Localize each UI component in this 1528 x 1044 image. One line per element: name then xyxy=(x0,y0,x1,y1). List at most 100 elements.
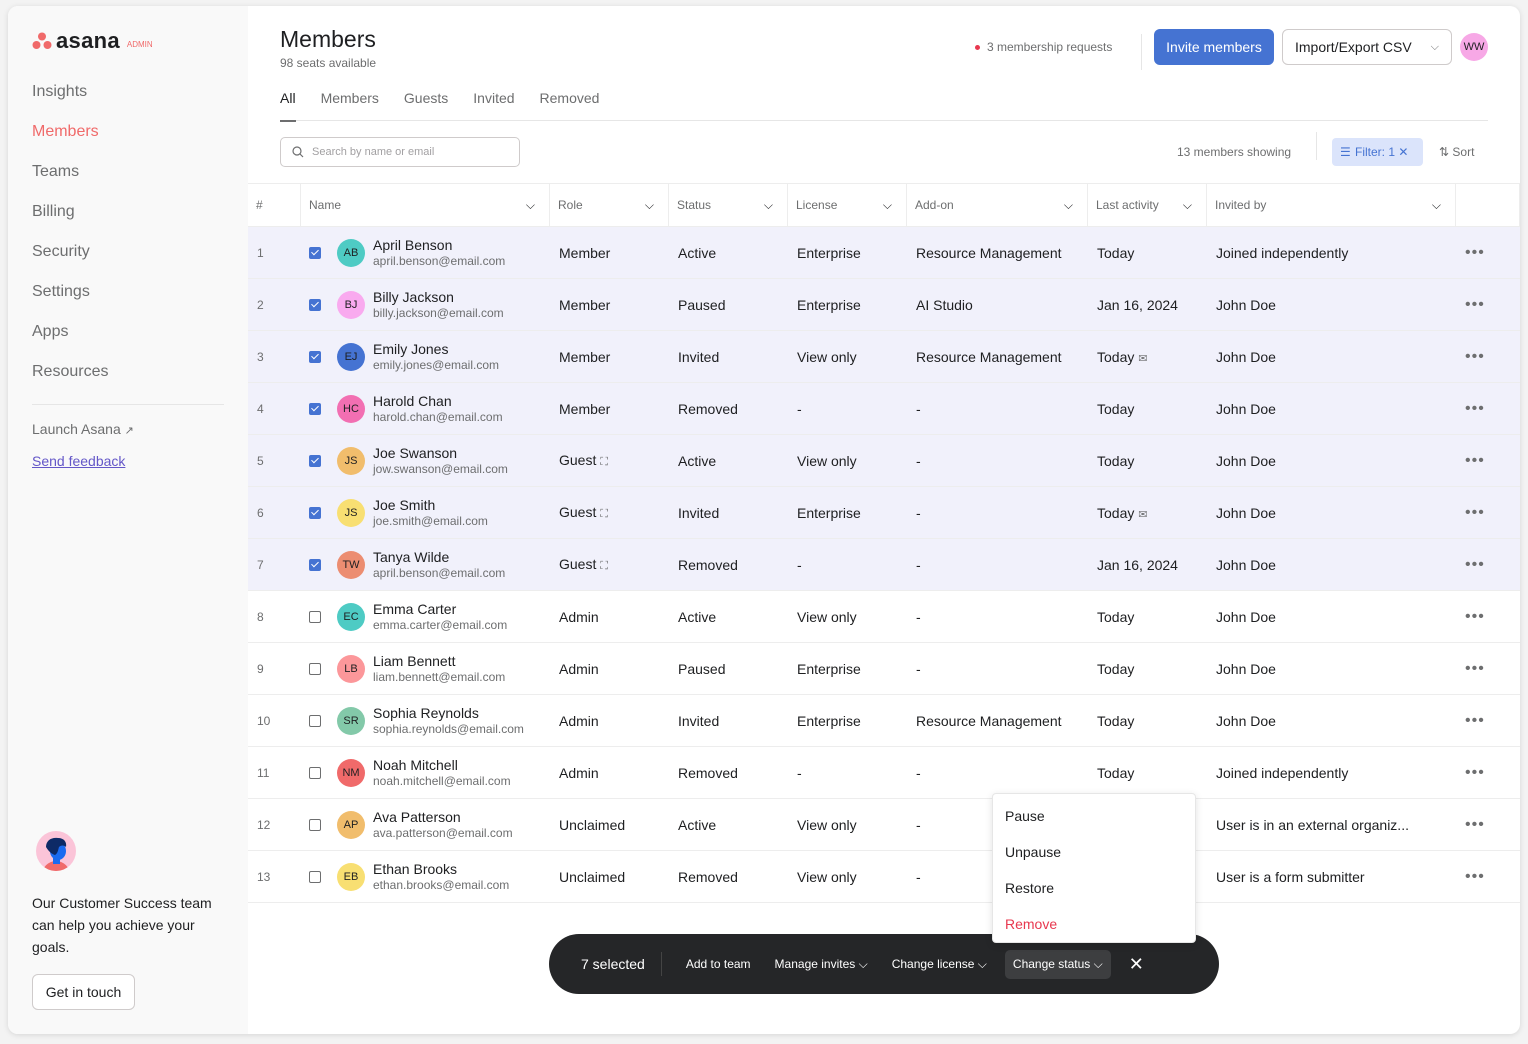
table-row[interactable]: 6 JS Joe Smith joe.smith@email.com Guest ⛶… xyxy=(248,487,1520,539)
import-export-csv-button[interactable]: Import/Export CSV ⌵ xyxy=(1282,29,1452,65)
sidebar-item-security[interactable]: Security xyxy=(32,243,90,260)
column-header[interactable]: Last activity ⌵ xyxy=(1088,184,1207,226)
row-checkbox[interactable] xyxy=(309,506,321,519)
table-row[interactable]: 13 EB Ethan Brooks ethan.brooks@email.com … xyxy=(248,851,1520,903)
more-options-icon[interactable]: ••• xyxy=(1465,347,1485,365)
more-options-icon[interactable]: ••• xyxy=(1465,711,1485,729)
sidebar-item-insights[interactable]: Insights xyxy=(32,83,88,100)
launch-asana-link[interactable]: Launch Asana ↗ xyxy=(32,421,134,437)
member-name[interactable]: Sophia Reynolds xyxy=(373,704,479,721)
table-row[interactable]: 2 BJ Billy Jackson billy.jackson@email.com… xyxy=(248,279,1520,331)
tab-members[interactable]: Members xyxy=(320,90,379,106)
table-row[interactable]: 3 EJ Emily Jones emily.jones@email.com Mem… xyxy=(248,331,1520,383)
row-checkbox[interactable] xyxy=(309,714,321,727)
column-header[interactable]: Name ⌵ xyxy=(301,184,550,226)
more-options-icon[interactable]: ••• xyxy=(1465,399,1485,417)
sidebar-item-members[interactable]: Members xyxy=(32,123,99,140)
table-row[interactable]: 10 SR Sophia Reynolds sophia.reynolds@emai… xyxy=(248,695,1520,747)
row-checkbox[interactable] xyxy=(309,766,321,779)
column-header[interactable]: Add-on ⌵ xyxy=(907,184,1088,226)
more-options-icon[interactable]: ••• xyxy=(1465,295,1485,313)
invite-members-button[interactable]: Invite members xyxy=(1154,29,1274,65)
chevron-down-icon[interactable]: ⌵ xyxy=(882,198,892,212)
close-icon[interactable]: ✕ xyxy=(1128,953,1144,974)
member-name[interactable]: Billy Jackson xyxy=(373,288,454,305)
member-name[interactable]: Emily Jones xyxy=(373,340,449,357)
member-name[interactable]: Harold Chan xyxy=(373,392,452,409)
row-checkbox[interactable] xyxy=(309,246,321,259)
sidebar-item-settings[interactable]: Settings xyxy=(32,283,90,300)
more-options-icon[interactable]: ••• xyxy=(1465,243,1485,261)
send-feedback-link[interactable]: Send feedback xyxy=(32,453,126,469)
more-options-icon[interactable]: ••• xyxy=(1465,763,1485,781)
clear-filter-icon[interactable]: ✕ xyxy=(1398,145,1409,159)
more-options-icon[interactable]: ••• xyxy=(1465,451,1485,469)
table-row[interactable]: 5 JS Joe Swanson jow.swanson@email.com Gue… xyxy=(248,435,1520,487)
chevron-down-icon[interactable]: ⌵ xyxy=(763,198,773,212)
column-header[interactable]: License ⌵ xyxy=(788,184,907,226)
more-options-icon[interactable]: ••• xyxy=(1465,815,1485,833)
tab-invited[interactable]: Invited xyxy=(473,90,515,106)
member-name[interactable]: Tanya Wilde xyxy=(373,548,450,565)
member-name[interactable]: Joe Smith xyxy=(373,496,436,513)
menu-item-restore[interactable]: Restore xyxy=(1005,880,1055,896)
get-in-touch-button[interactable]: Get in touch xyxy=(32,974,135,1010)
sidebar-item-resources[interactable]: Resources xyxy=(32,363,109,380)
more-options-icon[interactable]: ••• xyxy=(1465,867,1485,885)
chevron-down-icon[interactable]: ⌵ xyxy=(1063,198,1073,212)
more-options-icon[interactable]: ••• xyxy=(1465,607,1485,625)
row-checkbox[interactable] xyxy=(309,870,321,883)
row-checkbox[interactable] xyxy=(309,818,321,831)
sidebar-item-billing[interactable]: Billing xyxy=(32,203,75,220)
menu-item-remove[interactable]: Remove xyxy=(1005,916,1058,932)
column-header[interactable]: Invited by ⌵ xyxy=(1207,184,1456,226)
sidebar-item-teams[interactable]: Teams xyxy=(32,163,80,180)
table-row[interactable]: 8 EC Emma Carter emma.carter@email.com Adm… xyxy=(248,591,1520,643)
user-avatar[interactable]: WW xyxy=(1460,33,1488,61)
table-row[interactable]: 7 TW Tanya Wilde april.benson@email.com Gu… xyxy=(248,539,1520,591)
tab-removed[interactable]: Removed xyxy=(539,90,600,106)
tab-guests[interactable]: Guests xyxy=(403,90,449,106)
more-options-icon[interactable]: ••• xyxy=(1465,503,1485,521)
table-row[interactable]: 11 NM Noah Mitchell noah.mitchell@email.co… xyxy=(248,747,1520,799)
chevron-down-icon[interactable]: ⌵ xyxy=(1431,198,1441,212)
asana-logo[interactable]: asana ADMIN xyxy=(32,28,153,54)
row-checkbox[interactable] xyxy=(309,402,321,415)
member-name[interactable]: Noah Mitchell xyxy=(373,756,458,773)
row-checkbox[interactable] xyxy=(309,454,321,467)
change-license-button[interactable]: Change license ⌵ xyxy=(892,957,987,972)
menu-item-unpause[interactable]: Unpause xyxy=(1005,844,1062,860)
member-name[interactable]: April Benson xyxy=(373,236,453,253)
chevron-down-icon[interactable]: ⌵ xyxy=(525,198,535,212)
add-to-team-button[interactable]: Add to team xyxy=(685,957,751,971)
more-options-icon[interactable]: ••• xyxy=(1465,555,1485,573)
member-name[interactable]: Ava Patterson xyxy=(373,808,461,825)
sort-button[interactable]: ⇅ Sort xyxy=(1439,145,1474,159)
menu-item-pause[interactable]: Pause xyxy=(1005,808,1045,824)
chevron-down-icon[interactable]: ⌵ xyxy=(644,198,654,212)
chevron-down-icon[interactable]: ⌵ xyxy=(1182,198,1192,212)
filter-button[interactable]: ☰ Filter: 1 ✕ xyxy=(1332,138,1423,166)
row-checkbox[interactable] xyxy=(309,610,321,623)
table-row[interactable]: 1 AB April Benson april.benson@email.com M… xyxy=(248,227,1520,279)
search-input[interactable]: Search by name or email xyxy=(280,137,520,167)
tab-all[interactable]: All xyxy=(280,90,296,122)
row-checkbox[interactable] xyxy=(309,558,321,571)
row-checkbox[interactable] xyxy=(309,350,321,363)
table-row[interactable]: 9 LB Liam Bennett liam.bennett@email.com A… xyxy=(248,643,1520,695)
change-status-button[interactable]: Change status ⌵ xyxy=(1004,949,1111,979)
table-row[interactable]: 4 HC Harold Chan harold.chan@email.com Mem… xyxy=(248,383,1520,435)
member-name[interactable]: Liam Bennett xyxy=(373,652,456,669)
membership-requests-link[interactable]: 3 membership requests xyxy=(975,40,1112,54)
row-checkbox[interactable] xyxy=(309,662,321,675)
manage-invites-button[interactable]: Manage invites ⌵ xyxy=(775,957,868,972)
column-header[interactable]: Role ⌵ xyxy=(550,184,669,226)
more-options-icon[interactable]: ••• xyxy=(1465,659,1485,677)
member-name[interactable]: Emma Carter xyxy=(373,600,457,617)
member-name[interactable]: Ethan Brooks xyxy=(373,860,458,877)
table-row[interactable]: 12 AP Ava Patterson ava.patterson@email.co… xyxy=(248,799,1520,851)
column-header[interactable]: Status ⌵ xyxy=(669,184,788,226)
sidebar-item-apps[interactable]: Apps xyxy=(32,323,69,340)
member-name[interactable]: Joe Swanson xyxy=(373,444,458,461)
row-checkbox[interactable] xyxy=(309,298,321,311)
